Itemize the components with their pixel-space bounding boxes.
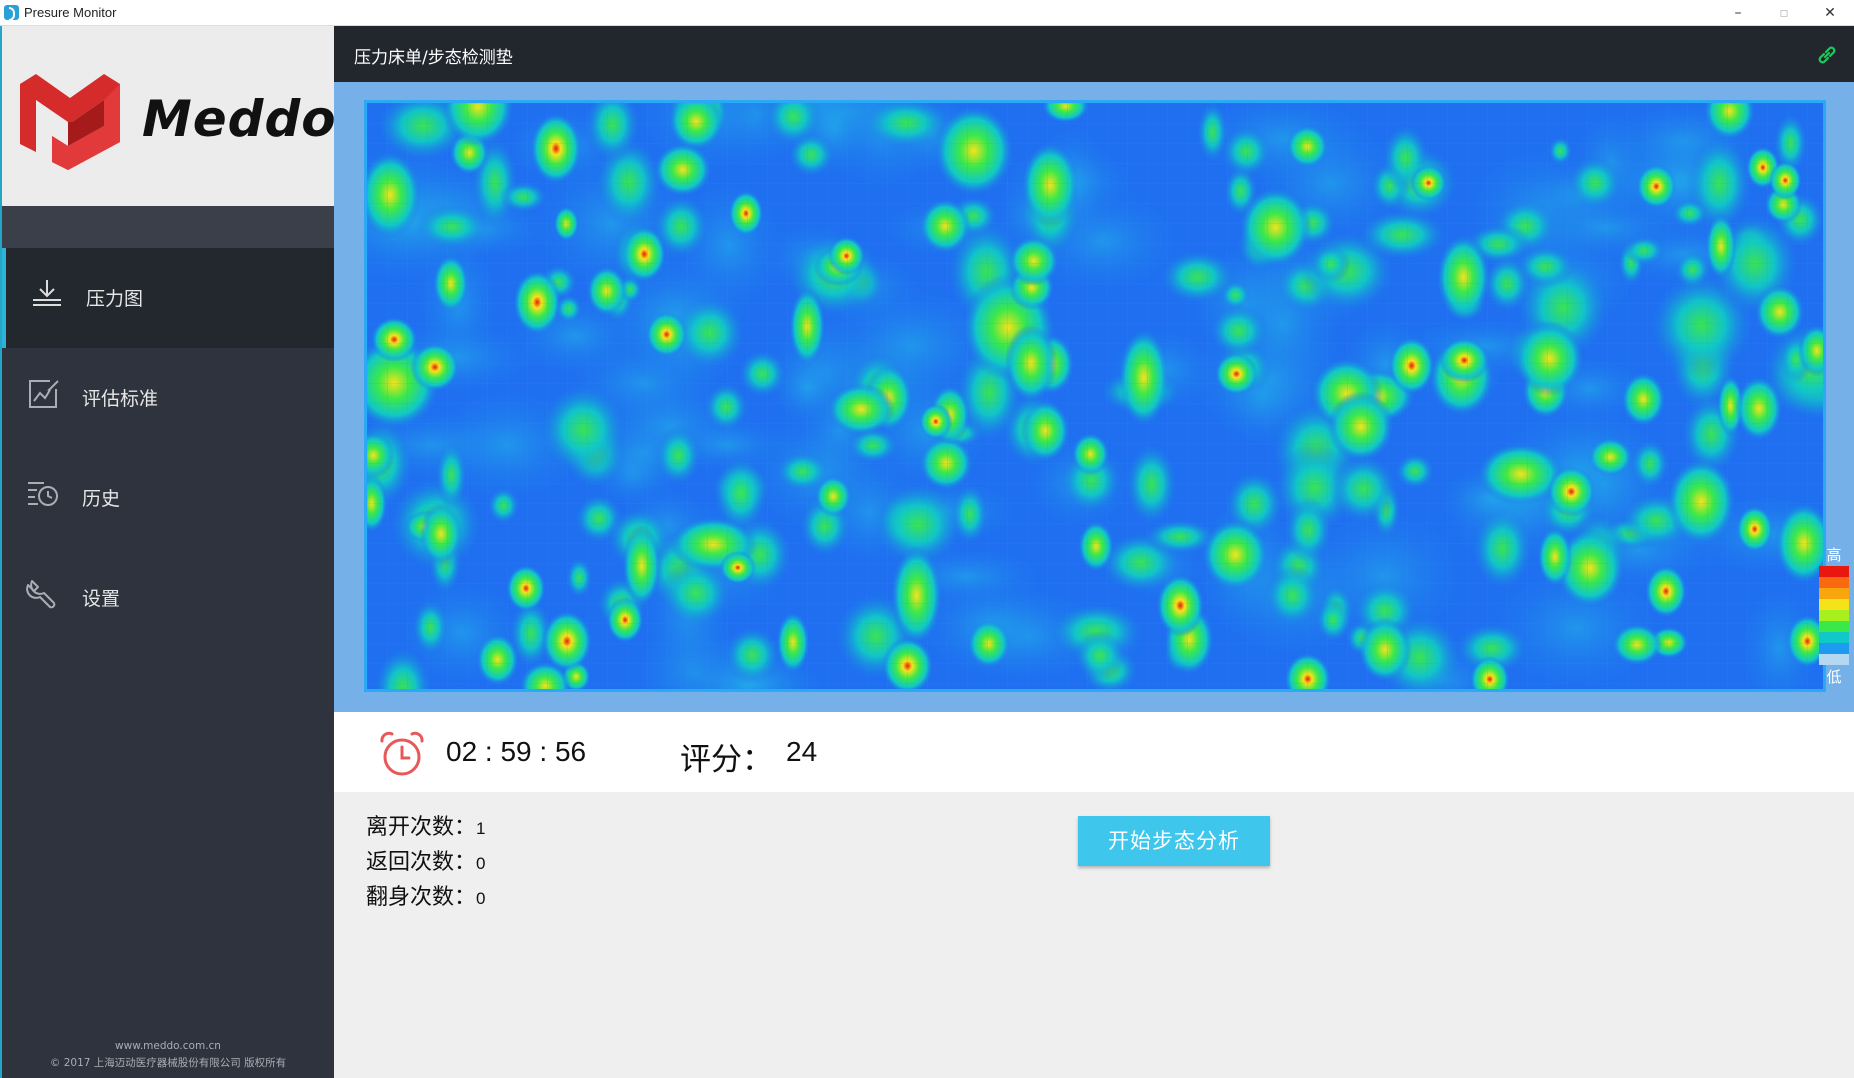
- sidebar-footer: www.meddo.com.cn © 2017 上海迈动医疗器械股份有限公司 版…: [2, 1038, 334, 1072]
- legend-color-step: [1819, 610, 1849, 621]
- sidebar-item-pressure-map[interactable]: 压力图: [2, 248, 334, 348]
- sidebar-item-label: 设置: [82, 588, 121, 610]
- main-content: 压力床单/步态检测垫: [334, 26, 1854, 1078]
- page-title: 压力床单/步态检测垫: [354, 48, 513, 68]
- legend-color-step: [1819, 588, 1849, 599]
- history-clock-icon: [28, 482, 58, 506]
- legend-color-step: [1819, 577, 1849, 588]
- sidebar-item-evaluation[interactable]: 评估标准: [2, 348, 334, 448]
- score-value: 24: [786, 736, 818, 767]
- start-gait-analysis-button[interactable]: 开始步态分析: [1078, 816, 1270, 866]
- logo-area: Meddo: [2, 26, 337, 206]
- link-icon[interactable]: [1816, 44, 1838, 66]
- minimize-button[interactable]: –: [1734, 5, 1742, 21]
- edit-chart-icon: [29, 380, 59, 408]
- timer-display: 02 : 59 : 56: [446, 736, 587, 767]
- return-count-value: 0: [476, 854, 486, 873]
- meddo-logo-icon: [20, 74, 120, 170]
- heatmap-panel: 高 低: [334, 82, 1854, 712]
- sidebar: Meddo 压力图 评估标准: [0, 26, 337, 1078]
- turn-count-row: 翻身次数：0: [366, 879, 485, 914]
- sidebar-item-label: 历史: [82, 488, 121, 510]
- footer-website: www.meddo.com.cn: [115, 1040, 221, 1052]
- close-button[interactable]: ✕: [1824, 5, 1836, 21]
- sidebar-item-history[interactable]: 历史: [2, 448, 334, 548]
- sidebar-item-label: 压力图: [86, 288, 144, 310]
- sidebar-item-label: 评估标准: [82, 388, 159, 410]
- legend-color-step: [1819, 632, 1849, 643]
- legend-high-label: 高: [1826, 546, 1842, 564]
- app-icon: [4, 5, 19, 21]
- leave-count-label: 离开次数：: [366, 815, 477, 840]
- heatmap-legend: 高 低: [1818, 544, 1850, 687]
- wrench-icon: [26, 580, 56, 609]
- event-counts: 离开次数：1 返回次数：0 翻身次数：0: [366, 809, 485, 914]
- footer-copyright: © 2017 上海迈动医疗器械股份有限公司 版权所有: [49, 1057, 287, 1069]
- return-count-row: 返回次数：0: [366, 844, 485, 879]
- nav-spacer: [2, 206, 334, 248]
- sidebar-item-settings[interactable]: 设置: [2, 548, 334, 648]
- window-title-bar: Presure Monitor – ▫ ✕: [0, 0, 1854, 26]
- leave-count-row: 离开次数：1: [366, 809, 485, 844]
- leave-count-value: 1: [476, 819, 486, 838]
- page-header: 压力床单/步态检测垫: [334, 26, 1854, 82]
- download-tray-icon: [33, 280, 61, 306]
- alarm-clock-icon: [380, 731, 424, 776]
- legend-color-step: [1819, 643, 1849, 654]
- turn-count-label: 翻身次数：: [366, 885, 477, 910]
- legend-color-step: [1819, 654, 1849, 665]
- score-label: 评分：: [680, 742, 773, 778]
- legend-color-scale: [1819, 566, 1849, 665]
- window-title: Presure Monitor: [24, 5, 117, 20]
- return-count-label: 返回次数：: [366, 850, 477, 875]
- status-bar: 02 : 59 : 56 评分： 24: [334, 712, 1854, 792]
- legend-color-step: [1819, 566, 1849, 577]
- maximize-button[interactable]: ▫: [1779, 5, 1789, 21]
- pressure-heatmap-canvas: [367, 103, 1823, 689]
- turn-count-value: 0: [476, 889, 486, 908]
- legend-color-step: [1819, 599, 1849, 610]
- legend-color-step: [1819, 621, 1849, 632]
- pressure-heatmap: [364, 100, 1826, 692]
- logo-text: Meddo: [142, 90, 337, 148]
- legend-low-label: 低: [1826, 668, 1842, 686]
